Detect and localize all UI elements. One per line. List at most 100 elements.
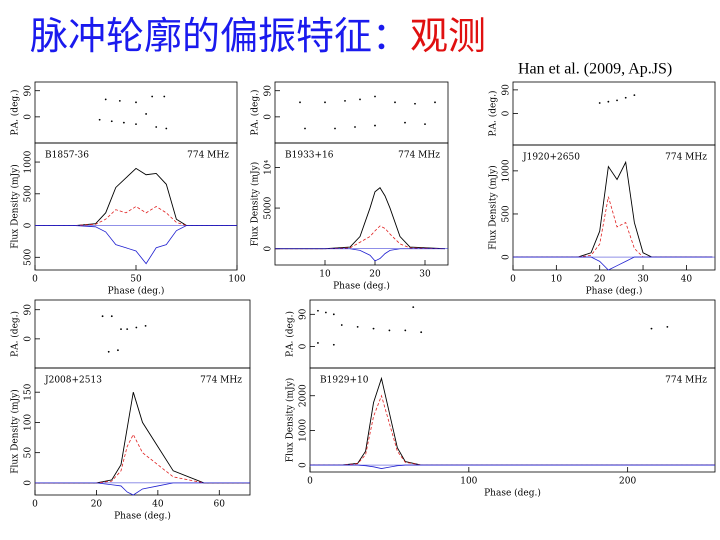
pa-point [374, 124, 376, 127]
pa-point [359, 98, 361, 101]
y-axis-label: Flux Density (mJy) [10, 164, 21, 249]
pa-point [404, 329, 407, 332]
y-tick-label: 1000 [299, 419, 309, 442]
pa-point [356, 325, 359, 328]
y-tick-label: 0 [502, 254, 512, 260]
y-axis-label: P.A. (deg.) [10, 89, 21, 135]
x-axis-label: Phase (deg.) [108, 286, 165, 297]
pa-point [374, 95, 376, 98]
profile-line [310, 464, 715, 469]
plot-frame [34, 299, 251, 369]
pa-point [633, 94, 636, 97]
x-tick-label: 0 [32, 500, 38, 510]
pa-point [118, 99, 121, 102]
pa-point [107, 350, 110, 353]
pa-point [317, 309, 319, 312]
plot-frame [274, 81, 449, 144]
pa-point [332, 313, 335, 316]
pa-point [354, 126, 356, 128]
y-tick-label: 1000 [502, 159, 512, 182]
pa-point [110, 315, 113, 318]
profile-line [35, 167, 237, 226]
x-tick-label: 30 [637, 275, 649, 285]
y-tick-label: 0 [24, 336, 34, 342]
pa-point [607, 100, 610, 103]
pa-point [344, 99, 346, 102]
y-tick-label: 5000 [264, 196, 274, 219]
y-tick-label: 90 [24, 304, 34, 316]
y-tick-label: 0 [264, 114, 274, 120]
x-tick-label: 40 [681, 275, 693, 285]
pa-point [324, 101, 326, 104]
x-axis-label: Phase (deg.) [484, 488, 541, 499]
title-main: 脉冲轮廓的偏振特征： [30, 14, 410, 58]
pa-point [334, 127, 336, 130]
x-tick-label: 40 [152, 500, 164, 510]
pa-point [101, 315, 104, 318]
profile-line [35, 433, 250, 484]
x-tick-label: 100 [460, 477, 477, 487]
pa-point [340, 324, 343, 326]
slide-title: 脉冲轮廓的偏振特征：观测 [30, 14, 486, 58]
title-highlight: 观测 [410, 14, 486, 58]
x-tick-label: 30 [419, 270, 431, 280]
pa-point [414, 102, 416, 105]
x-tick-label: 200 [619, 477, 636, 487]
profile-line [275, 225, 446, 250]
y-tick-label: 90 [299, 308, 309, 320]
y-tick-label: 500 [24, 248, 34, 265]
profile-line [275, 187, 446, 250]
y-axis-label: P.A. (deg.) [488, 90, 499, 136]
x-tick-label: 50 [130, 275, 142, 285]
pa-point [420, 331, 423, 334]
y-tick-label: 0 [24, 480, 34, 486]
x-tick-label: 20 [594, 275, 606, 285]
pulsar-name: B1929+10 [320, 376, 369, 386]
pa-point [135, 101, 137, 104]
plot-frame [274, 142, 449, 266]
pa-point [120, 328, 122, 331]
x-tick-label: 20 [91, 500, 103, 510]
y-axis-label: P.A. (deg.) [285, 311, 296, 357]
y-tick-label: 0 [299, 343, 309, 349]
pa-point [135, 326, 138, 329]
pa-point [332, 343, 335, 346]
y-tick-label: 500 [502, 205, 512, 222]
pa-point [110, 120, 113, 123]
y-tick-label: 0 [299, 462, 309, 468]
x-axis-label: Phase (deg.) [114, 511, 171, 522]
profile-line [310, 376, 715, 466]
pa-point [434, 101, 436, 104]
frequency: 774 MHz [187, 151, 229, 161]
pulsar-name: B1857-36 [45, 151, 89, 161]
y-tick-label: 500 [24, 185, 34, 202]
profile-line [513, 256, 713, 271]
frequency: 774 MHz [665, 153, 707, 163]
y-tick-label: 1000 [24, 150, 34, 173]
frequency: 774 MHz [200, 376, 242, 386]
plot-frame [34, 367, 251, 496]
pa-point [388, 329, 391, 332]
pa-point [598, 102, 601, 104]
pa-point [412, 306, 415, 309]
plot-frame [309, 367, 716, 473]
pa-point [299, 101, 301, 104]
y-tick-label: 150 [24, 383, 34, 400]
profile-line [35, 392, 250, 484]
pa-point [394, 101, 396, 104]
y-axis-label: Flux Density (mJy) [250, 162, 261, 247]
y-axis-label: P.A. (deg.) [10, 311, 21, 357]
plot-frame [512, 81, 716, 146]
pa-point [616, 99, 618, 102]
pa-point [317, 342, 319, 344]
y-tick-label: 10⁴ [264, 159, 274, 174]
pa-point [424, 123, 426, 126]
profile-line [275, 248, 445, 262]
x-axis-label: Phase (deg.) [333, 281, 390, 292]
pa-point [144, 325, 147, 327]
y-tick-label: 0 [24, 114, 34, 120]
citation: Han et al. (2009, Ap.JS) [518, 61, 672, 78]
frequency: 774 MHz [398, 151, 440, 161]
y-tick-label: 90 [502, 84, 512, 96]
